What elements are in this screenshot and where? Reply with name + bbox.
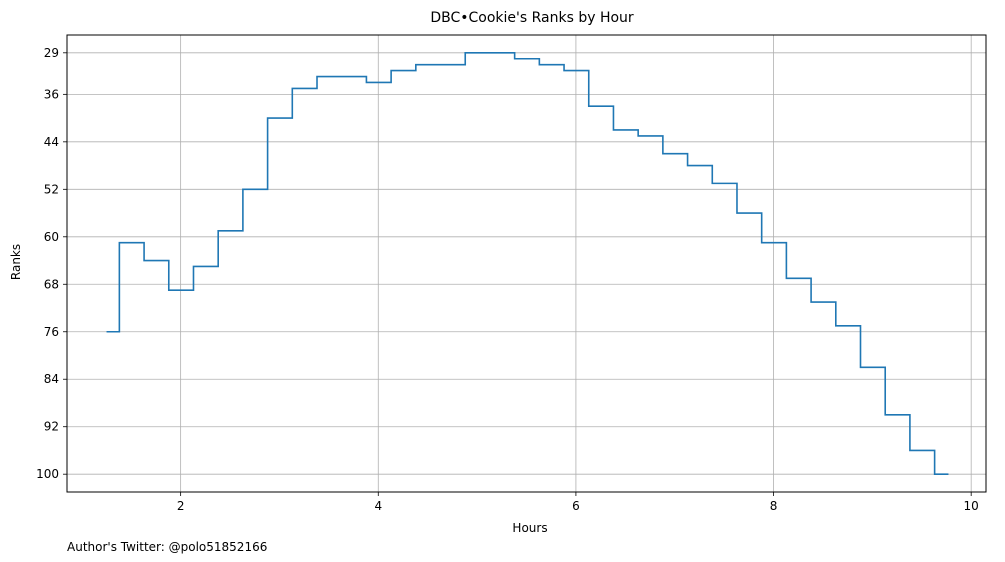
y-tick-label: 76 bbox=[44, 325, 59, 339]
x-tick-label: 4 bbox=[374, 499, 382, 513]
y-tick-label: 68 bbox=[44, 277, 59, 291]
y-axis-title: Ranks bbox=[9, 244, 23, 280]
y-tick-label: 44 bbox=[44, 135, 59, 149]
y-tick-label: 52 bbox=[44, 182, 59, 196]
plot-frame bbox=[66, 34, 987, 493]
y-tick-label: 92 bbox=[44, 420, 59, 434]
chart-title: DBC•Cookie's Ranks by Hour bbox=[430, 10, 634, 26]
y-tick-label: 84 bbox=[44, 372, 59, 386]
x-axis-title: Hours bbox=[512, 521, 547, 535]
y-tick-label: 36 bbox=[44, 87, 59, 101]
author-twitter-note: Author's Twitter: @polo51852166 bbox=[67, 540, 267, 554]
y-tick-label: 60 bbox=[44, 230, 59, 244]
x-tick-label: 8 bbox=[770, 499, 778, 513]
grid-lines bbox=[67, 35, 986, 492]
x-tick-label: 6 bbox=[572, 499, 580, 513]
x-tick-label: 10 bbox=[964, 499, 979, 513]
rank-step-line bbox=[106, 52, 949, 475]
y-tick-label: 29 bbox=[44, 46, 59, 60]
x-tick-label: 2 bbox=[177, 499, 185, 513]
y-tick-label: 100 bbox=[36, 467, 59, 481]
